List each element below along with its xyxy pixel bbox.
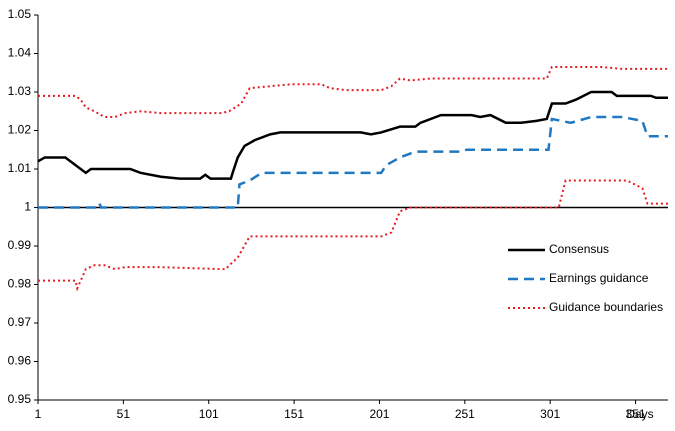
y-tick-label: 1.05 [8, 7, 32, 21]
y-tick-label: 1.01 [8, 161, 32, 175]
y-tick-label: 1.03 [8, 84, 32, 98]
x-tick-label: 351 [626, 407, 646, 421]
y-tick-label: 0.95 [8, 392, 32, 406]
x-tick-label: 251 [455, 407, 475, 421]
x-tick-label: 1 [35, 407, 42, 421]
legend-label: Consensus [549, 242, 609, 256]
y-tick-label: 0.98 [8, 277, 32, 291]
y-tick-label: 0.96 [8, 354, 32, 368]
y-tick-label: 1.02 [8, 123, 32, 137]
x-axis-label: Days [626, 407, 653, 421]
series-line [38, 179, 668, 292]
y-tick-label: 1 [24, 200, 31, 214]
x-tick-label: 101 [199, 407, 219, 421]
y-tick-label: 0.97 [8, 315, 32, 329]
series-line [37, 90, 668, 180]
x-tick-label: 151 [284, 407, 304, 421]
series-line [38, 115, 668, 209]
series-line [38, 65, 668, 119]
y-tick-label: 0.99 [8, 238, 32, 252]
x-tick-label: 201 [369, 407, 389, 421]
x-tick-label: 301 [540, 407, 560, 421]
y-tick-label: 1.04 [8, 46, 32, 60]
legend-label: Guidance boundaries [549, 300, 663, 314]
legend-label: Earnings guidance [549, 271, 649, 285]
x-tick-label: 51 [117, 407, 131, 421]
